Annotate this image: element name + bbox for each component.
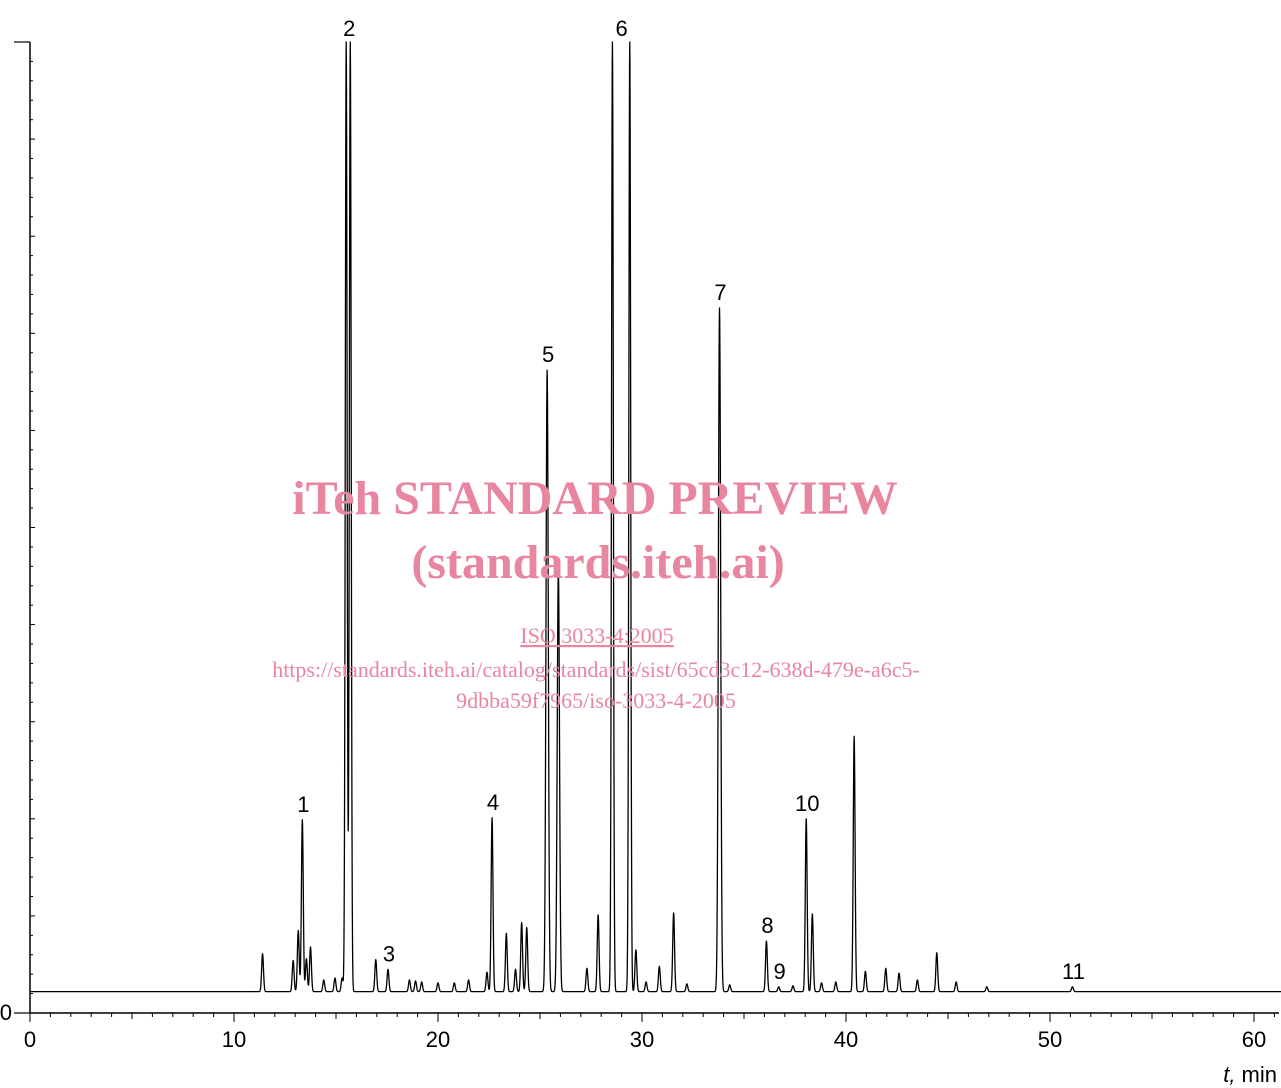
x-axis-title-variable: t, — [1223, 1062, 1235, 1087]
peak-label: 9 — [774, 959, 786, 984]
peak-label: 11 — [1062, 959, 1085, 984]
peak-label: 10 — [795, 791, 819, 816]
peak-label: 2 — [343, 16, 355, 41]
x-tick-label: 0 — [24, 1027, 36, 1052]
x-axis-title: t, min — [1223, 1062, 1277, 1087]
peak-label: 6 — [615, 16, 627, 41]
peak-label: 5 — [542, 342, 554, 367]
peak-label: 7 — [714, 280, 726, 305]
x-axis-title-unit: min — [1235, 1062, 1277, 1087]
peak-label: 8 — [761, 913, 773, 938]
watermark-subtitle: (standards.iteh.ai) — [411, 536, 784, 589]
x-tick-label: 40 — [834, 1027, 858, 1052]
x-tick-label: 50 — [1038, 1027, 1062, 1052]
x-tick-label: 10 — [222, 1027, 246, 1052]
watermark: iTeh STANDARD PREVIEW (standards.iteh.ai… — [272, 472, 920, 713]
x-axis-ticks: 0 10 20 30 40 50 60 — [24, 1013, 1275, 1052]
chromatogram-trace-layer — [30, 41, 1281, 993]
chromatogram-trace — [243, 41, 1281, 993]
watermark-url-line2[interactable]: 9dbba59f7965/iso-3033-4-2005 — [456, 688, 736, 713]
peak-label: 3 — [383, 941, 395, 966]
watermark-standard-link[interactable]: ISO 3033-4:2005 — [520, 623, 673, 648]
x-tick-label: 60 — [1242, 1027, 1266, 1052]
x-tick-label: 30 — [630, 1027, 654, 1052]
y-axis-origin-label: 0 — [0, 1000, 12, 1025]
chart-axes — [14, 41, 1279, 1014]
peak-label: 4 — [487, 790, 499, 815]
peak-label: 1 — [297, 792, 309, 817]
peak-labels: 1 2 3 4 5 6 7 89 10 11 — [297, 16, 1085, 984]
watermark-url-line1[interactable]: https://standards.iteh.ai/catalog/standa… — [272, 657, 920, 682]
x-tick-label: 20 — [426, 1027, 450, 1052]
watermark-title: iTeh STANDARD PREVIEW — [292, 472, 897, 525]
